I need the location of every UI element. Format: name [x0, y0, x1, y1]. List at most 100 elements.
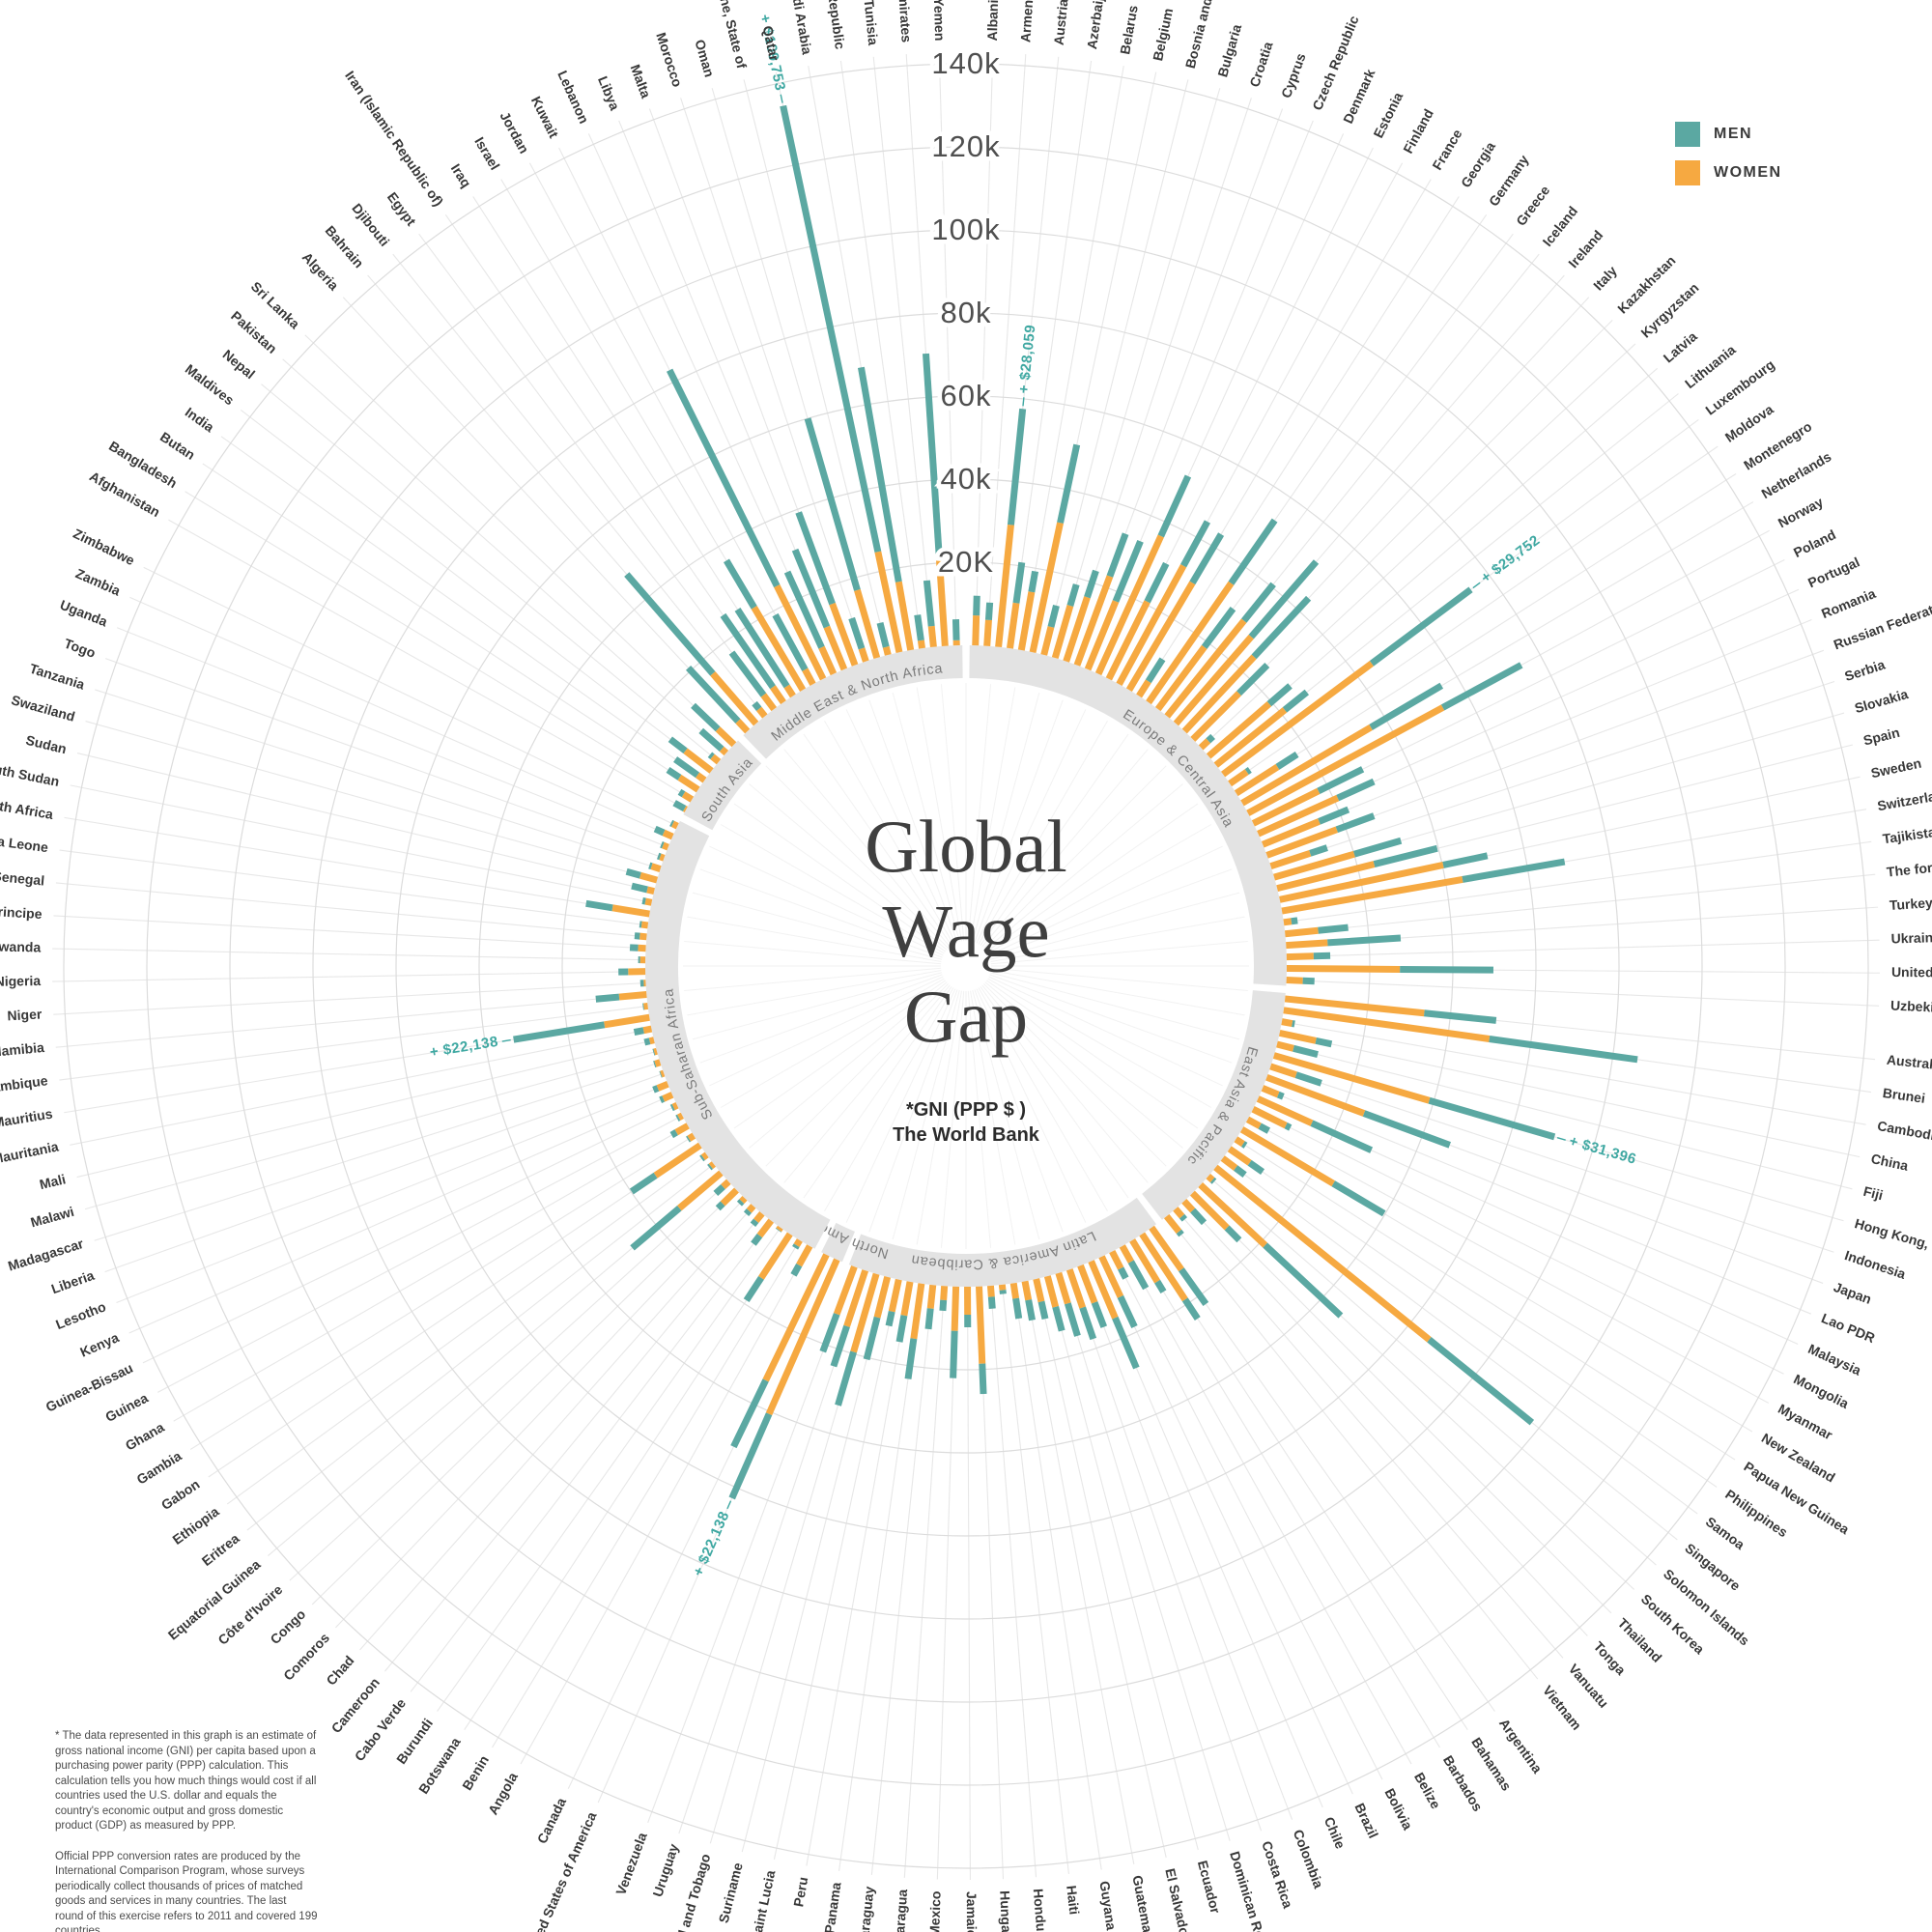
- bar-greece: [1154, 606, 1236, 712]
- spoke-ukraine: [1286, 939, 1880, 958]
- subtitle-source: The World Bank: [893, 1124, 1039, 1146]
- bar-women-vietnam: [1163, 1213, 1182, 1235]
- bar-sri-lanka: [691, 702, 737, 748]
- region-arc-latin-america-caribbean: [848, 1197, 1156, 1287]
- bar-women-russian-federation: [1265, 826, 1339, 859]
- bar-women-philippines: [1227, 1146, 1252, 1166]
- center-ray: [845, 709, 956, 944]
- footnote: * The data represented in this graph is …: [55, 1729, 318, 1932]
- callout-line-mauritius: [501, 1038, 511, 1042]
- country-label-congo: Congo: [267, 1606, 308, 1647]
- bar-finland: [1116, 520, 1210, 686]
- bar-serbia: [1269, 844, 1328, 869]
- bar-men-gap-sao-tome-and-principe: [629, 944, 639, 952]
- spoke-georgia: [1138, 196, 1460, 696]
- bar-women-saint-lucia: [888, 1278, 902, 1313]
- women-color-swatch: [1675, 160, 1700, 185]
- bar-bahrain: [624, 572, 759, 726]
- bar-lao-pdr: [1261, 1085, 1285, 1100]
- country-label-brazil: Brazil: [1351, 1801, 1381, 1840]
- bar-men-gap-bolivia: [1118, 1266, 1129, 1280]
- center-ray: [765, 983, 949, 1167]
- country-label-myanmar: Myanmar: [1776, 1401, 1835, 1443]
- country-label-chad: Chad: [323, 1653, 356, 1689]
- bar-women-dominican-republic: [1055, 1271, 1071, 1305]
- bar-women-tunisia: [927, 625, 937, 648]
- bar-ireland: [1173, 559, 1320, 726]
- bar-madagascar: [653, 1059, 662, 1068]
- bar-women-honduras: [986, 1285, 995, 1297]
- spoke-mali: [76, 1039, 655, 1179]
- spoke-burundi: [437, 1227, 781, 1712]
- country-label-georgia: Georgia: [1458, 139, 1498, 190]
- spoke-gabon: [208, 1145, 701, 1478]
- bar-women-montenegro: [1234, 763, 1280, 797]
- spoke-congo: [311, 1189, 737, 1605]
- bar-men-gap-swaziland: [625, 867, 641, 879]
- bar-men-gap-ukraine: [1313, 952, 1331, 960]
- country-label-zimbabwe: Zimbabwe: [71, 526, 137, 568]
- footnote-paragraph-2: Official PPP conversion rates are produc…: [55, 1850, 318, 1932]
- bar-women-liberia: [660, 1069, 666, 1078]
- center-ray: [783, 749, 951, 948]
- spoke-cambodia: [1281, 1021, 1866, 1125]
- bar-women-argentina: [1149, 1225, 1184, 1272]
- bar-men-gap-denmark: [1157, 474, 1192, 538]
- region-arc-europe-central-asia: [969, 645, 1287, 986]
- country-label-suriname: Suriname: [716, 1861, 746, 1924]
- bar-mauritania: [633, 1025, 653, 1037]
- bar-women-bahrain: [710, 671, 759, 726]
- bar-barbados: [1129, 1238, 1167, 1294]
- country-label-united-kingdom: United Kingdom: [1891, 964, 1932, 980]
- callout-line-hong-kong-china-sar: [1556, 1137, 1566, 1141]
- country-label-kuwait: Kuwait: [528, 94, 562, 141]
- bar-men-gap-albania: [973, 595, 980, 616]
- spoke-cameroon: [384, 1212, 763, 1672]
- bar-women-greece: [1154, 644, 1208, 712]
- center-ray: [989, 974, 1233, 1064]
- country-label-rwanda: Rwanda: [0, 938, 42, 954]
- bar-chad: [743, 1204, 756, 1216]
- spoke-togo: [104, 658, 665, 859]
- bar-men-gap-sri-lanka: [691, 702, 721, 732]
- bar-women-qatar: [874, 551, 903, 653]
- bar-armenia: [983, 602, 994, 646]
- bar-men-gap-kuwait: [667, 368, 781, 588]
- bar-men-gap-malaysia: [1310, 1120, 1374, 1153]
- axis-tick-40k: 40k: [941, 462, 992, 496]
- bar-women-chile: [1088, 1260, 1119, 1320]
- bar-singapore: [1213, 1164, 1535, 1426]
- center-ray: [981, 984, 1149, 1183]
- center-ray: [983, 765, 1167, 949]
- legend: MEN WOMEN: [1675, 122, 1782, 199]
- bar-women-congo: [720, 1187, 739, 1207]
- spoke-solomon-islands: [1208, 1176, 1657, 1566]
- spoke-zambia: [129, 596, 673, 838]
- center-ray: [974, 699, 1064, 943]
- spoke-pakistan: [282, 358, 727, 753]
- country-label-butan: Butan: [157, 429, 198, 463]
- bar-women-south-africa: [611, 904, 650, 918]
- bar-women-malawi: [653, 1047, 658, 1056]
- spoke-algeria: [342, 297, 749, 732]
- bar-women-netherlands: [1240, 724, 1373, 807]
- country-label-ukraine: Ukraine: [1890, 929, 1932, 946]
- country-label-the-former-yugoslav-republic: The former Yugoslav Republic: [1886, 845, 1932, 880]
- bar-women-kuwait: [774, 583, 827, 681]
- country-label-uzbekistan: Uzbekistan: [1890, 998, 1932, 1016]
- bar-men-gap-mongolia: [1284, 1122, 1293, 1131]
- bar-women-switzerland: [1281, 876, 1463, 915]
- bar-men-gap-singapore: [1427, 1337, 1535, 1426]
- bar-suriname: [863, 1276, 892, 1361]
- bar-men-gap-algeria: [686, 666, 741, 724]
- bar-venezuela: [819, 1265, 858, 1353]
- country-label-cambodia: Cambodia: [1876, 1118, 1932, 1145]
- country-label-germany: Germany: [1486, 152, 1532, 209]
- bar-men-gap-brunei: [1489, 1036, 1638, 1064]
- bar-latvia: [1206, 683, 1293, 759]
- country-label-gambia: Gambia: [134, 1448, 185, 1488]
- spoke-senegal: [55, 882, 647, 938]
- bar-women-uganda: [662, 841, 669, 851]
- bar-iceland: [1164, 582, 1276, 719]
